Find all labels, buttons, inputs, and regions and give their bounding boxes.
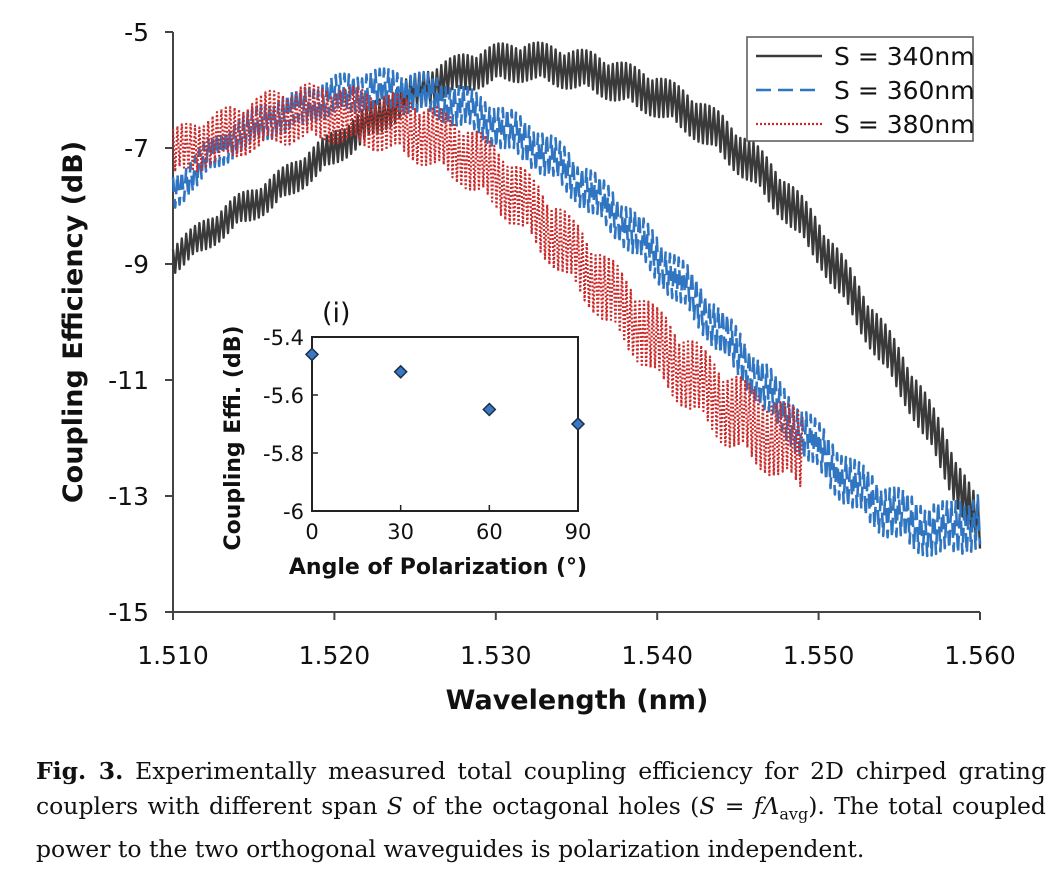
main-y-tick-label: -11: [108, 366, 149, 395]
inset-plot: (i) -5.4 -5.6 -5.8 -6 0 30 60 90 Coupling Effi…: [221, 298, 591, 580]
main-x-axis-label: Wavelength (nm): [446, 685, 709, 716]
inset-y-tick-label: -5.8: [263, 442, 304, 466]
inset-y-tick-label: -5.4: [263, 326, 304, 350]
main-plot: -5 -7 -9 -11 -13 -15 1.510 1.520 1.530 1.540 1.55…: [58, 18, 1016, 716]
legend-items: S = 340nm S = 360nm S = 380nm: [756, 42, 975, 139]
main-series: [171, 41, 982, 558]
inset-y-tick-label: -6: [283, 500, 304, 524]
main-y-tick-label: -15: [108, 598, 149, 627]
main-y-tick-label: -7: [124, 134, 149, 163]
main-y-tick-label: -9: [124, 250, 149, 279]
inset-data-point: [482, 402, 497, 417]
inset-x-tick-label: 60: [476, 520, 503, 544]
inset-x-tick-label: 30: [387, 520, 414, 544]
main-x-tick-label: 1.520: [299, 641, 371, 670]
legend-label: S = 360nm: [834, 76, 975, 105]
main-x-ticks: 1.510 1.520 1.530 1.540 1.550 1.560: [137, 612, 1016, 670]
inset-y-axis-label: Coupling Effi. (dB): [221, 325, 246, 550]
inset-data-point: [393, 364, 408, 379]
main-y-tick-label: -13: [108, 482, 149, 511]
inset-x-axis-label: Angle of Polarization (°): [289, 555, 587, 580]
chart-figure: -5 -7 -9 -11 -13 -15 1.510 1.520 1.530 1.540 1.55…: [58, 18, 1016, 716]
legend-label: S = 380nm: [834, 110, 975, 139]
main-y-axis-label: Coupling Efficiency (dB): [58, 141, 89, 503]
main-x-tick-label: 1.540: [621, 641, 693, 670]
legend: S = 340nm S = 360nm S = 380nm: [746, 36, 975, 142]
inset-y-ticks: -5.4 -5.6 -5.8 -6: [263, 326, 318, 524]
main-y-tick-label: -5: [124, 18, 149, 47]
caption-text: Experimentally measured total coupling e…: [36, 757, 1046, 863]
main-x-tick-label: 1.530: [460, 641, 532, 670]
main-x-tick-label: 1.550: [783, 641, 855, 670]
inset-data-point: [304, 347, 320, 362]
main-x-tick-label: 1.510: [137, 641, 209, 670]
inset-x-tick-label: 90: [565, 520, 592, 544]
series-line: [171, 82, 804, 488]
main-x-tick-label: 1.560: [944, 641, 1016, 670]
inset-panel-label: (i): [322, 298, 351, 329]
main-y-ticks: -5 -7 -9 -11 -13 -15: [108, 18, 173, 627]
inset-data-point: [570, 416, 586, 432]
inset-frame: [311, 336, 579, 512]
caption-label: Fig. 3.: [36, 757, 124, 785]
legend-label: S = 340nm: [834, 42, 975, 71]
inset-x-tick-label: 0: [305, 520, 318, 544]
inset-y-tick-label: -5.6: [263, 384, 304, 408]
figure-caption: Fig. 3. Experimentally measured total co…: [36, 754, 1046, 867]
inset-x-ticks: 0 30 60 90: [305, 505, 591, 544]
series-line: [171, 41, 982, 549]
inset-points: [304, 347, 586, 432]
